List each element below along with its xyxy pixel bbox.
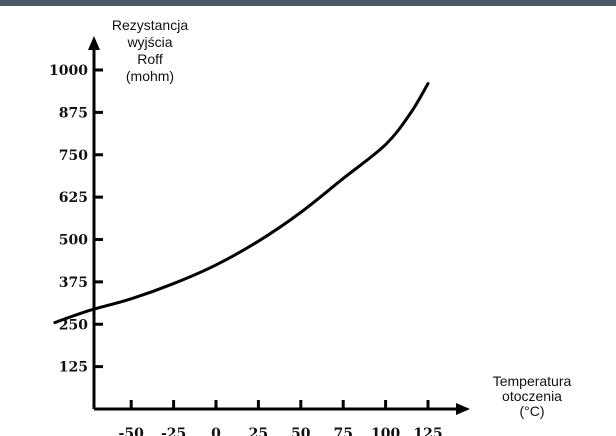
y-tick-label: 750 [59, 148, 88, 164]
y-tick-label: 1000 [49, 63, 88, 79]
x-axis-label-line: otoczenia [502, 388, 562, 404]
x-tick-label: 100 [371, 426, 400, 436]
y-tick-label: 250 [59, 317, 88, 333]
x-tick-label: -50 [119, 426, 145, 436]
y-tick-label: 500 [59, 233, 88, 249]
y-axis-label-line: Roff [137, 51, 163, 67]
y-axis-arrow [88, 36, 100, 50]
y-tick-label: 875 [59, 105, 88, 121]
y-tick-label: 125 [59, 360, 88, 376]
y-axis-label-line: Rezystancja [112, 17, 188, 33]
y-tick-label: 375 [59, 275, 88, 291]
y-axis-label-line: wyjścia [126, 34, 172, 50]
x-ticks: -50 -25 0 25 50 75 100 125 [119, 400, 443, 436]
x-tick-label: 125 [413, 426, 442, 436]
x-tick-label: 25 [249, 426, 268, 436]
x-tick-label: 75 [333, 426, 352, 436]
series-line [53, 82, 430, 325]
y-tick-label: 625 [59, 190, 88, 206]
x-tick-label: 0 [211, 426, 221, 436]
series-group [53, 82, 430, 325]
axes [88, 36, 470, 415]
y-ticks: 125 250 375 500 625 750 875 1000 [49, 63, 103, 376]
x-tick-label: -25 [161, 426, 186, 436]
x-tick-label: 50 [291, 426, 311, 436]
x-axis-label-line: (°C) [519, 403, 544, 419]
top-band [0, 0, 616, 6]
y-axis-label-line: (mohm) [126, 68, 174, 84]
x-axis-label-line: Temperatura [493, 373, 572, 389]
x-axis-arrow [456, 403, 470, 415]
